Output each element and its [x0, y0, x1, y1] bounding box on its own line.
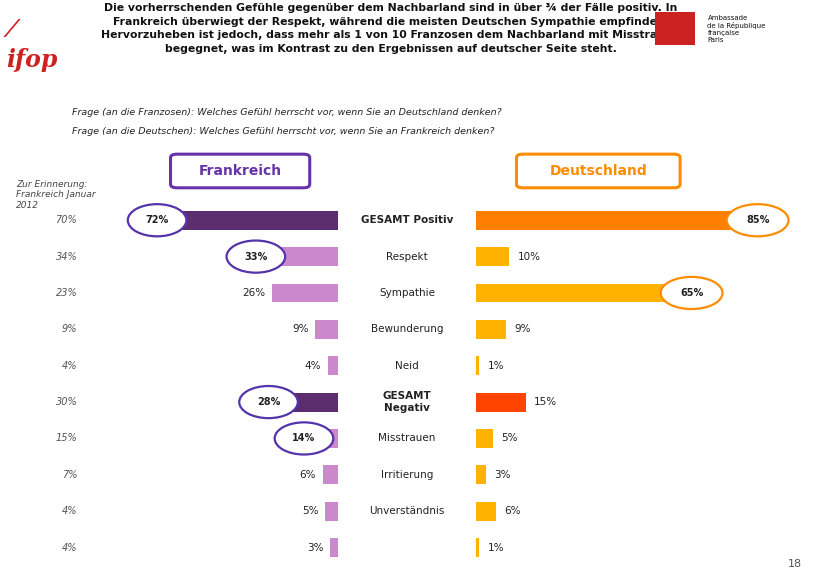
- Text: 5%: 5%: [501, 433, 518, 444]
- Text: 4%: 4%: [62, 506, 77, 516]
- Text: 26%: 26%: [243, 288, 265, 298]
- Text: 33%: 33%: [244, 252, 268, 262]
- FancyBboxPatch shape: [476, 429, 492, 448]
- FancyBboxPatch shape: [476, 247, 510, 266]
- Text: 7%: 7%: [62, 470, 77, 480]
- Ellipse shape: [727, 204, 789, 236]
- Text: Frage (an die Deutschen): Welches Gefühl herrscht vor, wenn Sie an Frankreich de: Frage (an die Deutschen): Welches Gefühl…: [72, 127, 495, 136]
- FancyBboxPatch shape: [476, 356, 479, 375]
- FancyBboxPatch shape: [315, 320, 338, 339]
- Text: Deutschland: Deutschland: [549, 164, 647, 178]
- FancyBboxPatch shape: [170, 154, 309, 188]
- FancyBboxPatch shape: [655, 13, 695, 45]
- Text: Bewunderung: Bewunderung: [370, 324, 444, 334]
- Text: Misstrauen: Misstrauen: [379, 433, 435, 444]
- Text: Zur Erinnerung:
Frankreich Januar
2012: Zur Erinnerung: Frankreich Januar 2012: [16, 180, 96, 210]
- FancyBboxPatch shape: [476, 502, 496, 521]
- Text: ifop: ifop: [7, 48, 58, 72]
- Text: 6%: 6%: [300, 470, 316, 480]
- Text: 5%: 5%: [302, 506, 318, 516]
- Text: 30%: 30%: [55, 397, 77, 407]
- Text: 1%: 1%: [488, 543, 504, 552]
- FancyBboxPatch shape: [325, 502, 338, 521]
- Text: 6%: 6%: [504, 506, 521, 516]
- Ellipse shape: [128, 204, 186, 236]
- Text: Sympathie: Sympathie: [379, 288, 435, 298]
- FancyBboxPatch shape: [328, 356, 338, 375]
- FancyBboxPatch shape: [267, 393, 338, 411]
- Text: 4%: 4%: [304, 361, 322, 371]
- Text: 15%: 15%: [534, 397, 557, 407]
- Ellipse shape: [274, 422, 333, 454]
- Text: Frankreich: Frankreich: [199, 164, 282, 178]
- Text: 1%: 1%: [488, 361, 504, 371]
- FancyBboxPatch shape: [330, 538, 338, 557]
- Text: 15%: 15%: [55, 433, 77, 444]
- Text: Die vorherrschenden Gefühle gegenüber dem Nachbarland sind in über ¾ der Fälle p: Die vorherrschenden Gefühle gegenüber de…: [101, 3, 681, 54]
- Text: 85%: 85%: [746, 215, 769, 225]
- Text: GESAMT
Negativ: GESAMT Negativ: [383, 391, 431, 413]
- Text: Respekt: Respekt: [386, 252, 428, 262]
- Text: 9%: 9%: [62, 324, 77, 334]
- Text: Neid: Neid: [395, 361, 419, 371]
- Text: Unverständnis: Unverständnis: [370, 506, 444, 516]
- Ellipse shape: [226, 241, 285, 273]
- Text: Frage (an die Franzosen): Welches Gefühl herrscht vor, wenn Sie an Deutschland d: Frage (an die Franzosen): Welches Gefühl…: [72, 108, 502, 117]
- FancyBboxPatch shape: [302, 429, 338, 448]
- Text: 3%: 3%: [494, 470, 510, 480]
- FancyBboxPatch shape: [272, 284, 338, 303]
- FancyBboxPatch shape: [476, 284, 691, 303]
- Ellipse shape: [239, 386, 298, 418]
- Text: 4%: 4%: [62, 543, 77, 552]
- Text: 72%: 72%: [146, 215, 168, 225]
- FancyBboxPatch shape: [516, 154, 680, 188]
- Text: 65%: 65%: [680, 288, 703, 298]
- Text: 28%: 28%: [257, 397, 280, 407]
- FancyBboxPatch shape: [476, 538, 479, 557]
- FancyBboxPatch shape: [155, 211, 338, 230]
- Ellipse shape: [661, 277, 723, 309]
- FancyBboxPatch shape: [322, 465, 338, 484]
- FancyBboxPatch shape: [476, 393, 526, 411]
- Text: 9%: 9%: [292, 324, 309, 334]
- FancyBboxPatch shape: [476, 211, 757, 230]
- Text: 23%: 23%: [55, 288, 77, 298]
- Text: Ambassade
de la République
française
Paris: Ambassade de la République française Par…: [707, 15, 766, 44]
- Text: 3%: 3%: [307, 543, 324, 552]
- FancyBboxPatch shape: [254, 247, 338, 266]
- Text: 14%: 14%: [292, 433, 316, 444]
- Text: 70%: 70%: [55, 215, 77, 225]
- Text: 10%: 10%: [518, 252, 540, 262]
- Text: 9%: 9%: [514, 324, 531, 334]
- Text: 4%: 4%: [62, 361, 77, 371]
- Text: GESAMT Positiv: GESAMT Positiv: [361, 215, 453, 225]
- Text: ⁄: ⁄: [10, 18, 14, 42]
- Text: 34%: 34%: [55, 252, 77, 262]
- FancyBboxPatch shape: [476, 320, 505, 339]
- Text: Irritierung: Irritierung: [381, 470, 433, 480]
- Text: 18: 18: [788, 559, 802, 568]
- FancyBboxPatch shape: [476, 465, 486, 484]
